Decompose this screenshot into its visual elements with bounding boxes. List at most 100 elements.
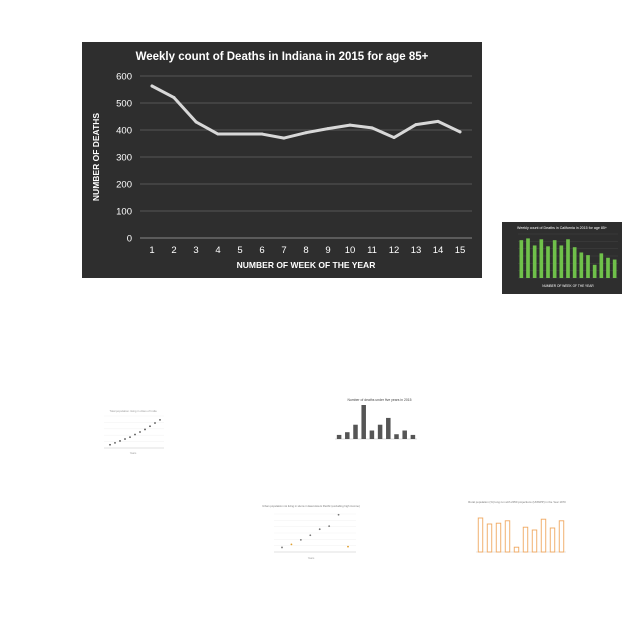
data-point [414, 123, 418, 127]
bar [566, 239, 570, 278]
deaths-under-five-chart-svg: Number of deaths under five years in 201… [335, 398, 417, 440]
data-point [318, 528, 321, 531]
x-tick-label: 1 [149, 245, 154, 256]
bar [531, 529, 538, 553]
data-point [290, 543, 293, 546]
data-point [159, 418, 161, 421]
y-tick-label: 500 [116, 99, 132, 110]
bar [546, 246, 550, 278]
thumbnail-x-axis-label: Years [308, 556, 315, 560]
y-tick-label: 0 [127, 234, 132, 245]
bar [549, 527, 556, 553]
bar [402, 430, 407, 439]
x-tick-label: 6 [259, 245, 264, 256]
data-point [129, 436, 131, 439]
bar [353, 424, 358, 439]
data-point [328, 525, 331, 528]
bar [345, 432, 350, 439]
data-point [370, 126, 374, 130]
data-point [154, 422, 156, 424]
thumbnail-x-axis-label: Years [130, 451, 137, 455]
x-tick-label: 8 [303, 245, 308, 256]
thumbnail-title: Number of deaths under five years in 201… [347, 398, 411, 402]
bar [336, 434, 342, 439]
data-point [109, 443, 111, 446]
bar [519, 240, 524, 278]
bar [477, 517, 484, 553]
bar [394, 434, 399, 439]
y-tick-label: 100 [116, 207, 132, 218]
y-tick-label: 600 [116, 72, 132, 83]
bar [612, 259, 617, 278]
chart-background [82, 42, 482, 278]
x-tick-label: 7 [281, 245, 286, 256]
x-tick-label: 5 [237, 245, 242, 256]
data-point [309, 534, 312, 537]
data-point [337, 513, 340, 516]
thumbnail-rural-population-chart[interactable]: Rural population (%) long run with 2050 … [462, 498, 572, 568]
data-point [392, 136, 396, 140]
thumbnail-x-axis-label: NUMBER OF WEEK OF THE YEAR [542, 284, 594, 288]
x-axis-label: NUMBER OF WEEK OF THE YEAR [237, 260, 376, 270]
data-point [299, 538, 302, 541]
thumbnail-title: Weekly count of Deaths in California in … [517, 226, 607, 230]
data-point [238, 132, 242, 136]
y-axis-label: NUMBER OF DEATHS [91, 113, 101, 201]
thumbnail-title: Rural population (%) long run with 2050 … [468, 500, 566, 504]
bar [558, 520, 565, 553]
data-point [348, 123, 352, 127]
x-tick-label: 10 [345, 245, 356, 256]
data-point [144, 428, 146, 431]
data-point [150, 84, 154, 88]
data-point [458, 130, 462, 134]
thumbnail-urban-population-chart[interactable]: Urban population not living in slums in … [262, 500, 360, 562]
data-point [282, 136, 286, 140]
bar [386, 417, 391, 439]
chart-title: Weekly count of Deaths in Indiana in 201… [136, 51, 429, 63]
bar [513, 546, 520, 553]
x-tick-label: 4 [215, 245, 220, 256]
data-point [260, 132, 264, 136]
bar [532, 245, 537, 278]
bar [377, 424, 383, 439]
main-line-chart-svg: Weekly count of Deaths in Indiana in 201… [82, 42, 482, 278]
bar [522, 526, 529, 553]
y-tick-label: 200 [116, 180, 132, 191]
bar [410, 434, 416, 439]
bar [552, 240, 557, 278]
y-tick-label: 400 [116, 126, 132, 137]
bar [504, 520, 511, 553]
data-point [281, 546, 283, 549]
thumbnail-india-population-chart[interactable]: Total population rising in cities of Ind… [98, 406, 168, 456]
data-point [124, 438, 126, 440]
bar [559, 245, 564, 278]
bar [579, 252, 584, 278]
main-line-chart: Weekly count of Deaths in Indiana in 201… [82, 42, 482, 278]
data-point [436, 119, 440, 123]
bar [526, 238, 530, 278]
data-point [216, 132, 220, 136]
y-tick-label: 300 [116, 153, 132, 164]
thumbnail-title: Total population rising in cities of Ind… [109, 409, 157, 413]
thumbnail-deaths-under-five-chart[interactable]: Number of deaths under five years in 201… [327, 395, 422, 457]
data-point [149, 425, 151, 428]
india-population-chart-svg: Total population rising in cities of Ind… [104, 409, 164, 455]
bar [361, 405, 366, 439]
bar [592, 264, 597, 278]
x-tick-label: 12 [389, 245, 400, 256]
bar [599, 253, 604, 278]
x-tick-label: 11 [367, 245, 377, 256]
data-point [172, 96, 176, 100]
thumbnail-title: Urban population not living in slums in … [262, 504, 360, 508]
thumbnail-california-bar-chart[interactable]: Weekly count of Deaths in California in … [502, 222, 622, 294]
data-point [326, 127, 330, 131]
x-tick-label: 3 [193, 245, 198, 256]
x-tick-label: 15 [455, 245, 466, 256]
x-tick-label: 9 [325, 245, 330, 256]
bar [486, 523, 493, 553]
x-tick-label: 14 [433, 245, 444, 256]
bar [539, 239, 544, 278]
bar [572, 247, 577, 278]
rural-population-chart-svg: Rural population (%) long run with 2050 … [468, 500, 566, 553]
data-point [139, 431, 141, 433]
